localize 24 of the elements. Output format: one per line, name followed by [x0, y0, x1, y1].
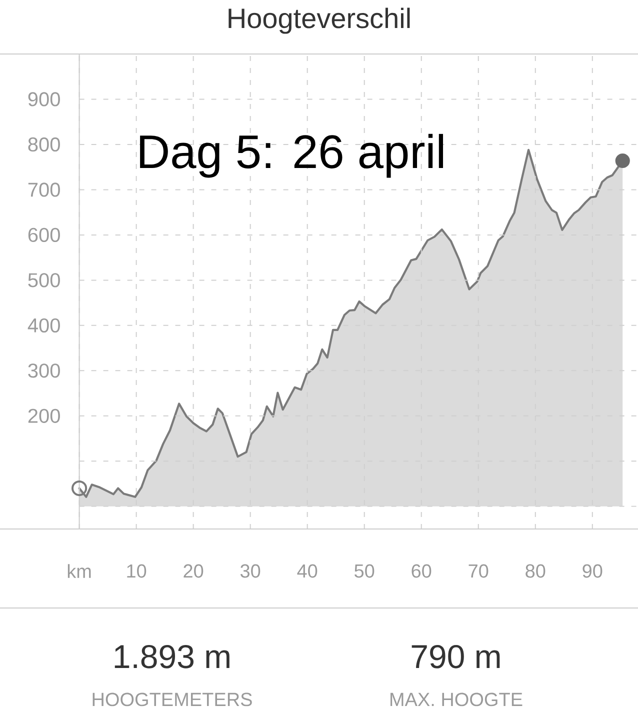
x-tick-label: 20	[184, 564, 204, 578]
x-tick-label: 10	[127, 564, 146, 578]
x-tick-label: 50	[354, 564, 374, 578]
x-tick-label: 30	[240, 564, 260, 578]
annotation: Dag 5: 26 april	[140, 134, 444, 178]
x-tick-label: 70	[468, 564, 488, 578]
x-tick-label: 40	[297, 564, 318, 578]
x-tick-label: 90	[582, 564, 602, 578]
x-tick-label: 80	[526, 564, 546, 578]
y-tick-label: 700	[28, 182, 60, 197]
y-tick-label: 900	[28, 92, 60, 106]
text: MAX. HOOGTE	[390, 692, 522, 706]
chart-title: Hoogteverschil	[228, 8, 410, 34]
x-tick-label: 60	[412, 564, 432, 578]
y-tick-label: 200	[28, 408, 60, 423]
text: HOOGTEMETERS	[92, 692, 252, 706]
y-tick-label: 400	[28, 318, 60, 332]
text: 790 m	[412, 644, 500, 668]
y-tick-label: 800	[28, 137, 60, 152]
x-tick-label: km	[68, 564, 91, 578]
y-tick-label: 600	[28, 228, 60, 242]
text: 1.893 m	[114, 644, 230, 668]
y-tick-label: 300	[28, 364, 60, 378]
y-tick-label: 500	[28, 273, 60, 288]
